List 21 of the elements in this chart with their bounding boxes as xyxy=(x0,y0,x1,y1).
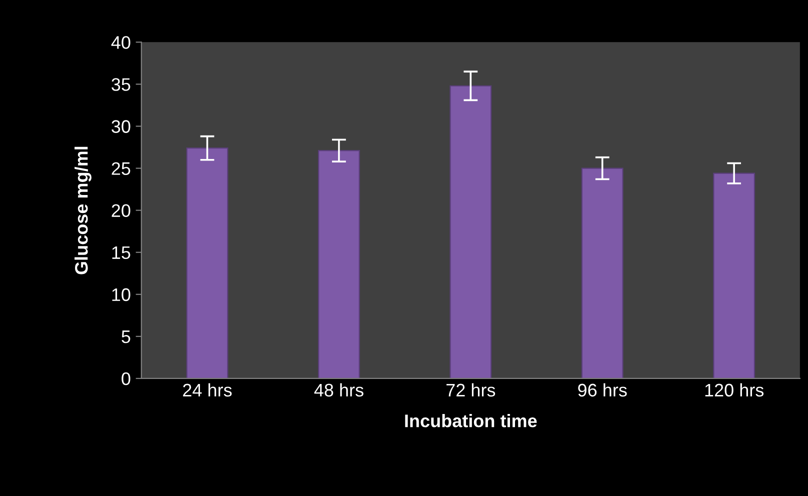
x-tick-label: 96 hrs xyxy=(578,383,627,397)
y-tick-label: 0 xyxy=(122,372,130,386)
bar xyxy=(186,148,228,378)
y-tick-label: 40 xyxy=(111,36,130,49)
bar xyxy=(318,150,360,378)
x-axis-title: Incubation time xyxy=(405,414,537,428)
y-tick-label: 10 xyxy=(112,288,130,302)
x-tick-label: 24 hrs xyxy=(183,383,232,397)
y-axis-title: Glucose mg/ml xyxy=(74,146,92,274)
y-tick-label: 25 xyxy=(112,162,130,175)
y-tick-label: 5 xyxy=(122,330,130,344)
y-tick-label: 30 xyxy=(112,120,130,133)
x-tick-label: 72 hrs xyxy=(446,383,496,397)
y-tick-label: 15 xyxy=(112,246,130,260)
y-tick-label: 20 xyxy=(112,204,130,218)
bar xyxy=(581,168,624,378)
x-tick-label: 120 hrs xyxy=(705,383,764,397)
bar xyxy=(713,172,756,378)
bar xyxy=(450,85,492,378)
x-tick-label: 48 hrs xyxy=(314,383,364,397)
y-tick-label: 35 xyxy=(112,78,130,91)
